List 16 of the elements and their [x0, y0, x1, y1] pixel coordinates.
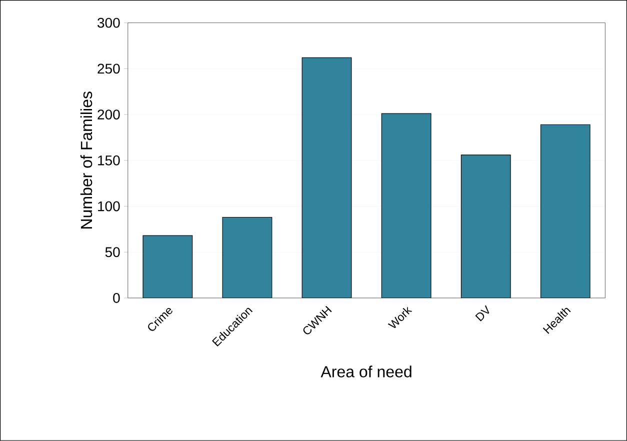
y-axis-title: Number of Families: [80, 92, 92, 229]
y-tick-label: 150: [98, 155, 120, 166]
bar: [222, 217, 272, 298]
x-tick-label: DV: [475, 305, 490, 322]
bar: [460, 154, 511, 298]
y-tick-label: 200: [98, 110, 120, 120]
bar: [381, 113, 432, 298]
y-tick-label: 250: [98, 64, 120, 74]
x-axis-title: Area of need: [320, 366, 412, 378]
y-tick-label: 0: [113, 293, 120, 304]
y-tick-label: 100: [98, 201, 120, 212]
bar: [540, 124, 590, 298]
y-tick-label: 50: [105, 247, 120, 258]
bar: [142, 235, 193, 298]
bar: [302, 57, 352, 298]
y-tick-label: 300: [98, 18, 120, 28]
